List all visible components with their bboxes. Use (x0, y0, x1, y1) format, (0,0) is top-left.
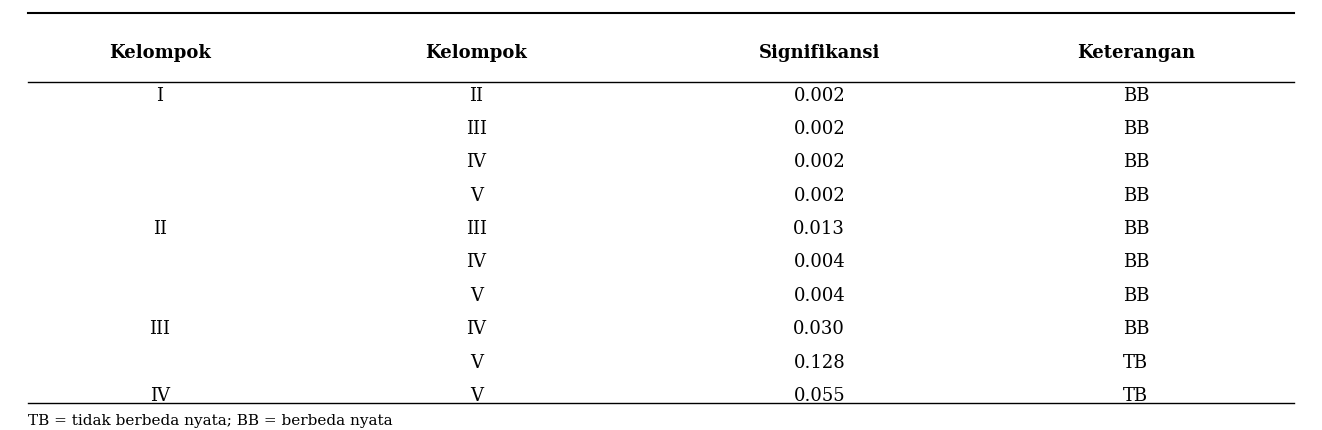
Text: Kelompok: Kelompok (108, 43, 210, 61)
Text: IV: IV (467, 253, 486, 271)
Text: 0.013: 0.013 (793, 219, 845, 237)
Text: BB: BB (1122, 186, 1149, 204)
Text: 0.002: 0.002 (793, 153, 845, 171)
Text: 0.004: 0.004 (793, 253, 845, 271)
Text: 0.004: 0.004 (793, 286, 845, 304)
Text: BB: BB (1122, 86, 1149, 104)
Text: IV: IV (467, 319, 486, 338)
Text: TB: TB (1124, 353, 1149, 371)
Text: TB = tidak berbeda nyata; BB = berbeda nyata: TB = tidak berbeda nyata; BB = berbeda n… (28, 413, 393, 427)
Text: BB: BB (1122, 253, 1149, 271)
Text: 0.055: 0.055 (793, 386, 845, 404)
Text: I: I (156, 86, 163, 104)
Text: 0.002: 0.002 (793, 186, 845, 204)
Text: Keterangan: Keterangan (1077, 43, 1195, 61)
Text: IV: IV (149, 386, 169, 404)
Text: BB: BB (1122, 153, 1149, 171)
Text: BB: BB (1122, 319, 1149, 338)
Text: BB: BB (1122, 120, 1149, 138)
Text: 0.030: 0.030 (793, 319, 845, 338)
Text: II: II (153, 219, 167, 237)
Text: BB: BB (1122, 286, 1149, 304)
Text: BB: BB (1122, 219, 1149, 237)
Text: 0.002: 0.002 (793, 86, 845, 104)
Text: III: III (465, 120, 486, 138)
Text: V: V (469, 186, 483, 204)
Text: II: II (469, 86, 484, 104)
Text: V: V (469, 353, 483, 371)
Text: V: V (469, 286, 483, 304)
Text: III: III (149, 319, 171, 338)
Text: 0.002: 0.002 (793, 120, 845, 138)
Text: III: III (465, 219, 486, 237)
Text: IV: IV (467, 153, 486, 171)
Text: 0.128: 0.128 (793, 353, 845, 371)
Text: Kelompok: Kelompok (426, 43, 527, 61)
Text: V: V (469, 386, 483, 404)
Text: TB: TB (1124, 386, 1149, 404)
Text: Signifikansi: Signifikansi (759, 43, 880, 61)
